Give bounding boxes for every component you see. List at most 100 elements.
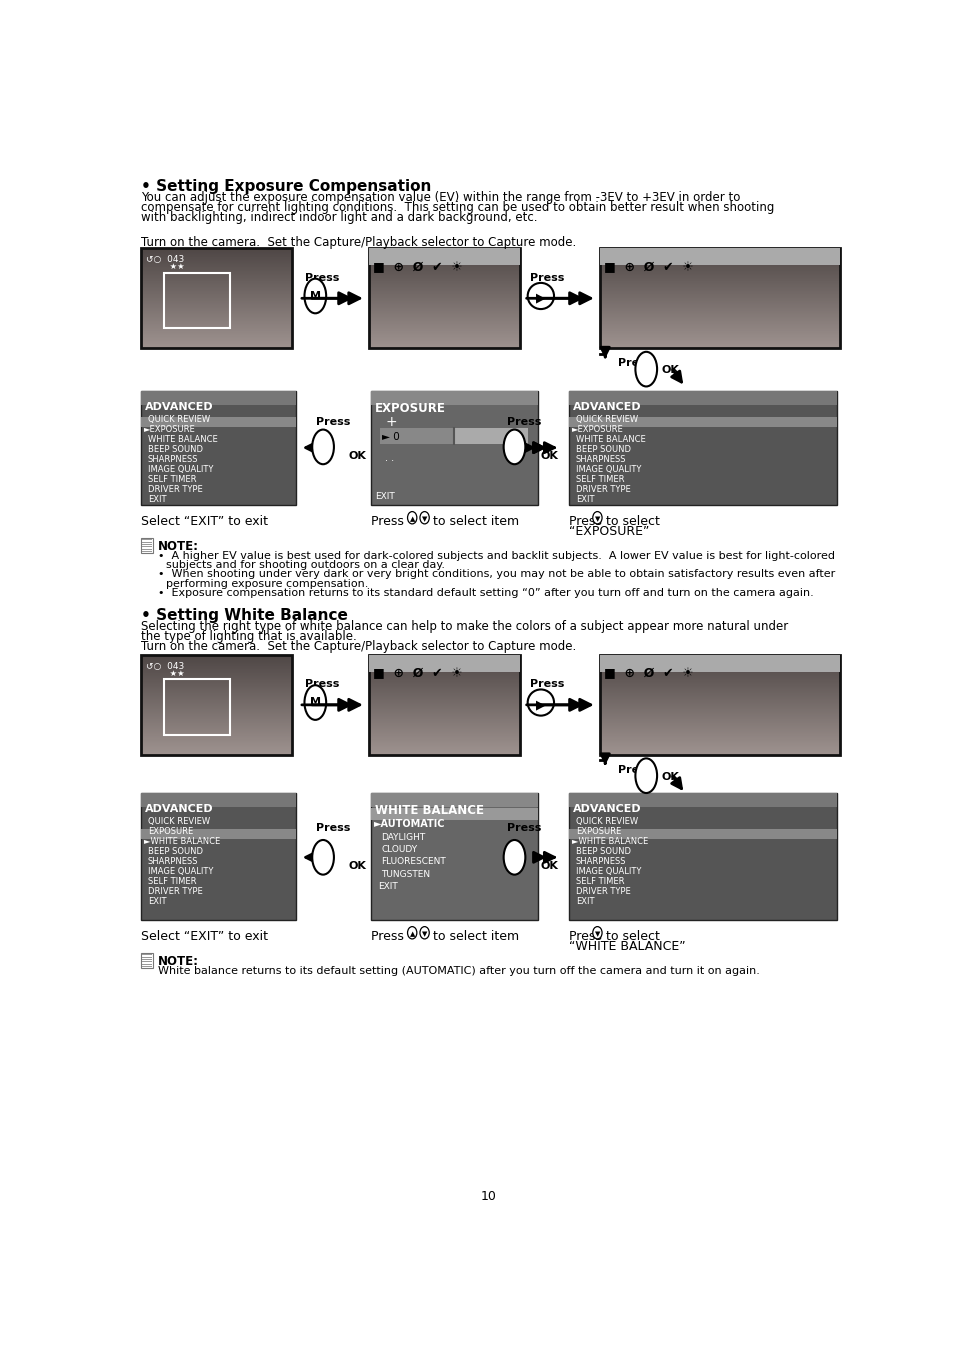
Text: SELF TIMER: SELF TIMER: [575, 475, 623, 485]
Ellipse shape: [419, 512, 429, 524]
Text: ▼: ▼: [594, 931, 599, 937]
Text: ADVANCED: ADVANCED: [145, 805, 213, 814]
Text: . .: . .: [385, 454, 394, 463]
Text: BEEP SOUND: BEEP SOUND: [148, 848, 203, 856]
Text: SHARPNESS: SHARPNESS: [148, 857, 198, 867]
Text: ↺○  043: ↺○ 043: [146, 255, 184, 265]
Text: ↺○  043: ↺○ 043: [146, 662, 184, 671]
Ellipse shape: [407, 512, 416, 524]
Text: Press: Press: [530, 273, 564, 284]
Text: EXIT: EXIT: [575, 495, 594, 505]
Bar: [568, 392, 836, 505]
Bar: [141, 392, 295, 405]
Text: ★★: ★★: [146, 262, 184, 271]
Text: Turn on the camera.  Set the Capture/Playback selector to Capture mode.: Turn on the camera. Set the Capture/Play…: [141, 236, 576, 248]
Text: Press: Press: [618, 765, 652, 775]
Text: Select “EXIT” to exit: Select “EXIT” to exit: [141, 514, 268, 528]
Text: IMAGE QUALITY: IMAGE QUALITY: [148, 867, 213, 876]
Text: M: M: [310, 697, 320, 707]
Text: CLOUDY: CLOUDY: [381, 845, 416, 855]
Text: OK: OK: [539, 861, 558, 871]
Text: Press: Press: [568, 514, 605, 528]
Bar: [371, 392, 537, 505]
Bar: [141, 248, 292, 348]
Ellipse shape: [635, 352, 657, 386]
Text: IMAGE QUALITY: IMAGE QUALITY: [575, 466, 640, 474]
Ellipse shape: [312, 429, 334, 464]
Text: BEEP SOUND: BEEP SOUND: [575, 848, 630, 856]
Bar: [568, 794, 836, 921]
Text: Press: Press: [568, 930, 605, 942]
Text: Press: Press: [506, 822, 540, 833]
Text: • Setting Exposure Compensation: • Setting Exposure Compensation: [141, 180, 431, 194]
Text: WHITE BALANCE: WHITE BALANCE: [375, 805, 483, 817]
Text: QUICK REVIEW: QUICK REVIEW: [575, 817, 638, 826]
Text: EXIT: EXIT: [575, 898, 594, 906]
Text: SELF TIMER: SELF TIMER: [575, 878, 623, 887]
Text: ▶: ▶: [536, 698, 545, 711]
Text: FLUORESCENT: FLUORESCENT: [381, 857, 445, 867]
Bar: [454, 428, 527, 444]
Text: ► 0: ► 0: [381, 432, 399, 443]
Text: performing exposure compensation.: performing exposure compensation.: [166, 579, 368, 589]
Bar: [141, 537, 153, 554]
Text: WHITE BALANCE: WHITE BALANCE: [575, 435, 645, 444]
Text: Press: Press: [618, 358, 652, 369]
Text: •  A higher EV value is best used for dark-colored subjects and backlit subjects: • A higher EV value is best used for dar…: [158, 551, 834, 560]
Ellipse shape: [527, 690, 554, 716]
Text: “WHITE BALANCE”: “WHITE BALANCE”: [568, 941, 684, 953]
Text: OK: OK: [661, 772, 679, 782]
Text: ■  ⊕  Ø  ✔  ☀: ■ ⊕ Ø ✔ ☀: [603, 261, 693, 274]
Text: EXPOSURE: EXPOSURE: [575, 828, 620, 836]
Text: EXPOSURE: EXPOSURE: [148, 828, 193, 836]
Bar: [371, 392, 537, 405]
Text: subjects and for shooting outdoors on a clear day.: subjects and for shooting outdoors on a …: [166, 560, 444, 570]
Text: SELF TIMER: SELF TIMER: [148, 475, 196, 485]
Text: the type of lighting that is available.: the type of lighting that is available.: [141, 630, 356, 643]
Text: QUICK REVIEW: QUICK REVIEW: [148, 817, 210, 826]
Text: SHARPNESS: SHARPNESS: [148, 455, 198, 464]
Ellipse shape: [592, 926, 601, 940]
Text: ▼: ▼: [421, 931, 427, 937]
Bar: [568, 829, 836, 838]
Text: •  Exposure compensation returns to its standard default setting “0” after you t: • Exposure compensation returns to its s…: [158, 587, 813, 598]
Text: +: +: [385, 414, 396, 428]
Text: Press: Press: [315, 822, 350, 833]
Bar: [141, 417, 295, 427]
Text: EXIT: EXIT: [377, 882, 397, 891]
Ellipse shape: [503, 429, 525, 464]
Text: Press: Press: [506, 417, 540, 427]
Bar: [369, 655, 519, 755]
Text: ►EXPOSURE: ►EXPOSURE: [144, 425, 195, 435]
Text: NOTE:: NOTE:: [158, 540, 199, 553]
Text: to select item: to select item: [429, 930, 518, 942]
Text: ►WHITE BALANCE: ►WHITE BALANCE: [144, 837, 220, 846]
Text: SHARPNESS: SHARPNESS: [575, 857, 625, 867]
Text: QUICK REVIEW: QUICK REVIEW: [575, 416, 638, 424]
Text: to select: to select: [601, 930, 659, 942]
Text: • Setting White Balance: • Setting White Balance: [141, 608, 348, 622]
Bar: [380, 428, 528, 444]
Ellipse shape: [527, 284, 554, 309]
Text: ▼: ▼: [421, 516, 427, 522]
Bar: [371, 809, 537, 821]
Bar: [568, 392, 836, 405]
Text: White balance returns to its default setting (AUTOMATIC) after you turn off the : White balance returns to its default set…: [158, 965, 760, 976]
Text: Press: Press: [305, 273, 339, 284]
Text: DAYLIGHT: DAYLIGHT: [381, 833, 425, 841]
Bar: [568, 794, 836, 807]
Text: 10: 10: [480, 1189, 497, 1203]
Bar: [599, 655, 840, 755]
Text: ▶: ▶: [536, 292, 545, 304]
Text: TUNGSTEN: TUNGSTEN: [381, 869, 430, 879]
Ellipse shape: [503, 840, 525, 875]
Ellipse shape: [304, 686, 326, 720]
Bar: [141, 953, 153, 968]
Bar: [369, 655, 519, 672]
Text: ADVANCED: ADVANCED: [145, 402, 213, 412]
Ellipse shape: [407, 926, 416, 940]
Text: ►AUTOMATIC: ►AUTOMATIC: [374, 819, 445, 829]
Text: to select item: to select item: [429, 514, 518, 528]
Text: ▲: ▲: [409, 516, 415, 522]
Bar: [141, 794, 295, 921]
